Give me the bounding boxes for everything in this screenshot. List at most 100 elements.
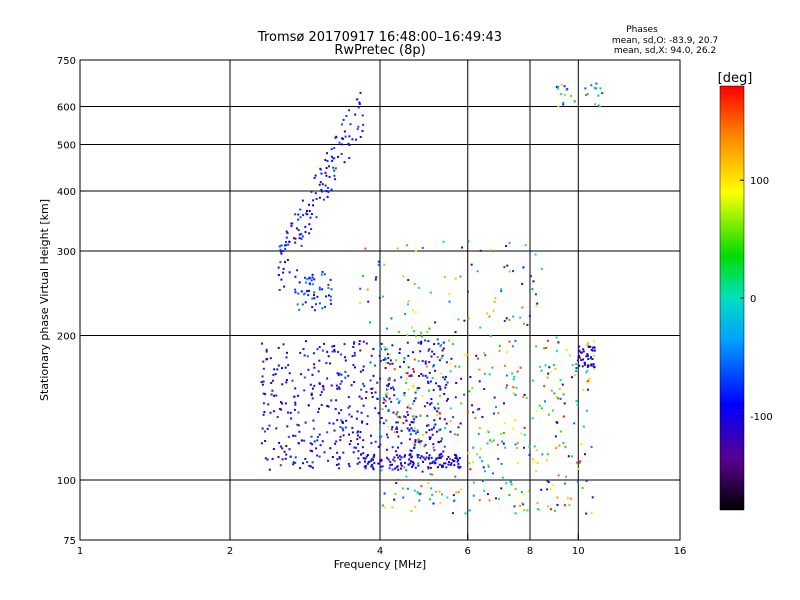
echo-point (446, 458, 448, 461)
echo-point (466, 410, 469, 413)
echo-point (406, 406, 409, 409)
echo-point (588, 379, 591, 382)
echo-point (277, 364, 280, 367)
echo-point (387, 409, 390, 411)
echo-point (412, 370, 415, 373)
echo-point (304, 421, 307, 424)
echo-point (493, 300, 496, 303)
echo-point (294, 403, 297, 406)
grid-lines (80, 60, 680, 540)
echo-point (296, 423, 299, 426)
echo-point (595, 87, 597, 90)
echo-point (575, 367, 578, 369)
echo-point (323, 342, 326, 345)
echo-point (296, 269, 299, 272)
echo-point (569, 497, 572, 500)
echo-point (271, 379, 274, 382)
echo-point (390, 428, 393, 431)
echo-point (556, 496, 559, 499)
echo-point (449, 420, 452, 423)
colorbar-tick-label: -100 (750, 412, 773, 423)
echo-point (585, 355, 588, 358)
echo-point (326, 377, 329, 380)
echo-point (501, 476, 504, 479)
echo-point (383, 345, 386, 348)
echo-point (584, 363, 587, 366)
echo-point (546, 488, 549, 491)
echo-point (579, 460, 582, 463)
echo-point (388, 467, 391, 470)
echo-point (391, 362, 394, 365)
echo-point (417, 464, 420, 467)
echo-point (302, 214, 305, 217)
echo-point (357, 457, 360, 460)
echo-point (429, 473, 432, 476)
echo-point (597, 104, 600, 107)
echo-point (327, 190, 330, 193)
echo-point (500, 433, 503, 436)
echo-point (326, 160, 329, 162)
echo-point (514, 512, 517, 515)
echo-point (356, 128, 359, 131)
echo-point (437, 385, 440, 388)
echo-point (418, 499, 421, 502)
echo-point (438, 454, 441, 457)
echo-point (464, 512, 467, 515)
echo-point (329, 299, 332, 302)
echo-point (306, 209, 308, 212)
echo-point (386, 388, 388, 391)
echo-point (296, 303, 299, 306)
echo-point (487, 465, 490, 468)
echo-point (364, 467, 367, 470)
echo-point (300, 290, 303, 293)
echo-point (546, 479, 549, 482)
echo-point (430, 428, 433, 431)
echo-point (398, 331, 401, 334)
echo-point (417, 439, 420, 442)
echo-point (442, 376, 445, 379)
echo-point (594, 103, 597, 106)
echo-point (347, 374, 350, 377)
echo-point (421, 433, 424, 436)
y-tick-label: 600 (57, 103, 76, 114)
echo-point (272, 410, 275, 413)
echo-point (439, 417, 441, 420)
echo-point (380, 469, 383, 472)
echo-point (326, 405, 329, 407)
echo-point (345, 419, 348, 422)
echo-point (505, 351, 508, 354)
y-tick-label: 200 (57, 332, 76, 343)
echo-point (502, 442, 505, 445)
echo-point (403, 360, 405, 363)
echo-point (483, 388, 486, 391)
echo-point (344, 370, 347, 373)
echo-point (413, 358, 416, 361)
echo-point (328, 175, 331, 178)
echo-point (545, 346, 548, 349)
echo-point (416, 387, 419, 390)
echo-point (550, 389, 553, 392)
stats-x-mode: mean, sd,X: 94.0, 26.2 (614, 46, 716, 56)
echo-point (320, 391, 323, 394)
echo-point (356, 438, 359, 441)
echo-point (587, 358, 590, 360)
echo-point (564, 445, 567, 448)
echo-point (535, 410, 538, 412)
echo-point (497, 497, 500, 500)
echo-point (563, 93, 566, 96)
echo-point (516, 462, 519, 464)
echo-point (357, 106, 360, 109)
echo-point (350, 415, 353, 418)
echo-point (472, 446, 475, 449)
echo-point (289, 455, 292, 458)
echo-point (509, 480, 512, 483)
echo-point (454, 457, 457, 459)
echo-point (440, 440, 443, 443)
echo-point (442, 341, 445, 344)
echo-point (448, 461, 450, 463)
echo-point (582, 348, 585, 351)
echo-point (528, 445, 531, 448)
echo-point (381, 408, 384, 411)
echo-point (449, 370, 452, 373)
echo-point (357, 434, 359, 437)
